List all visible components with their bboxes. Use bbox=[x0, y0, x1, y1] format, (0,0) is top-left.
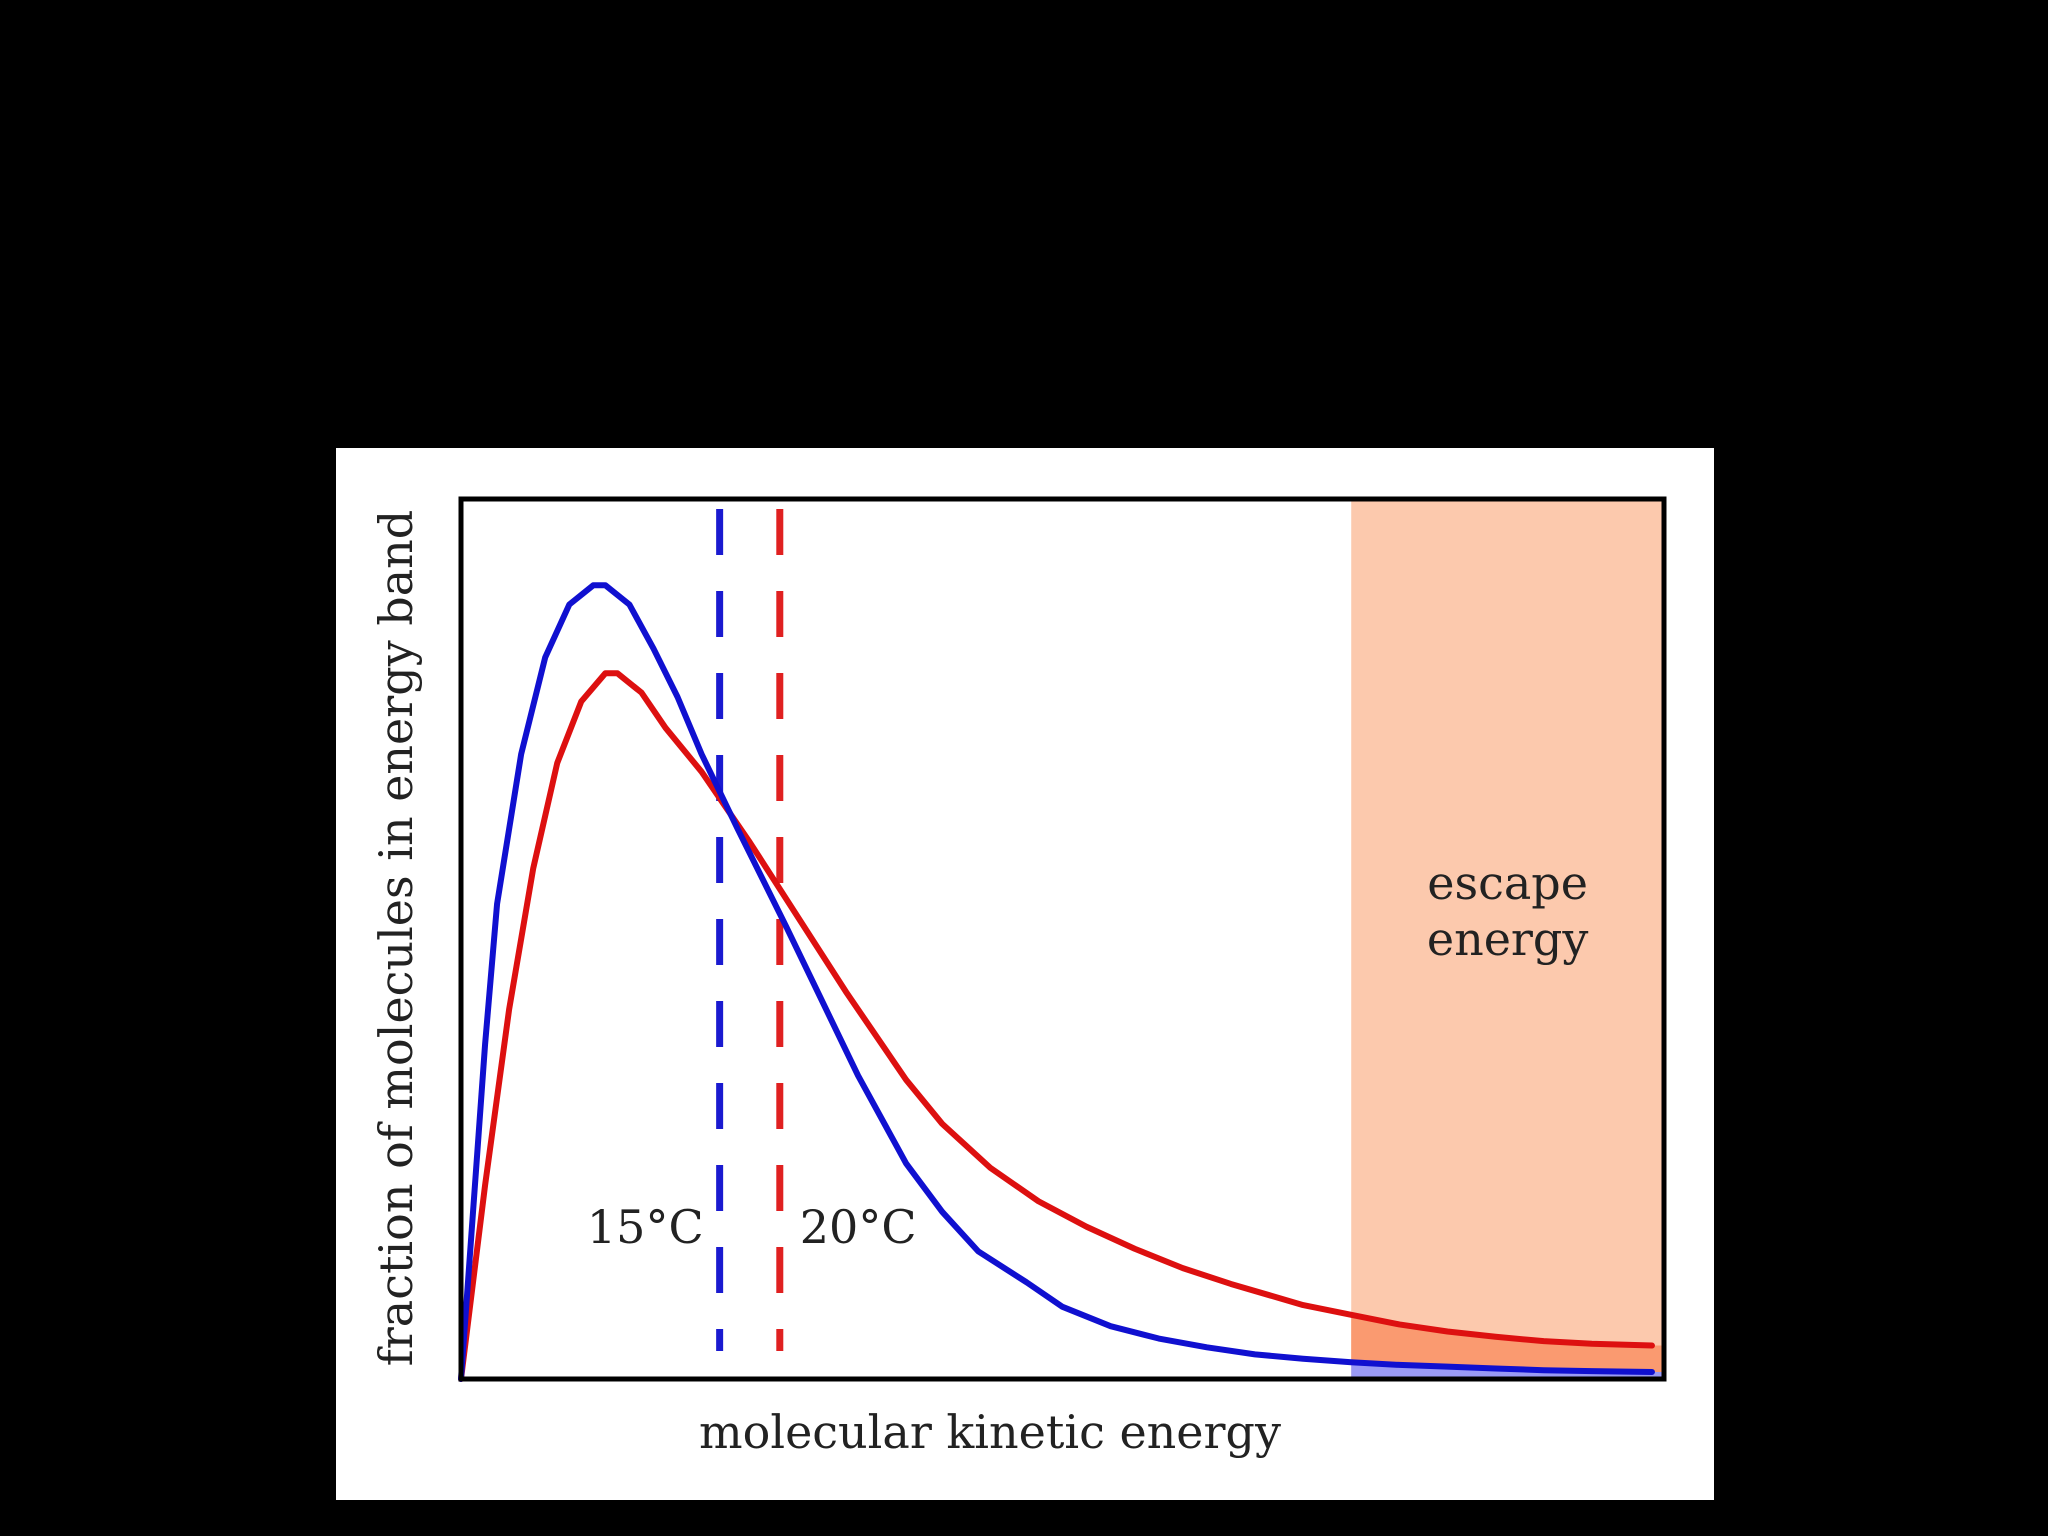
series-line-20c bbox=[458, 670, 1655, 1382]
series-line-15c bbox=[458, 582, 1655, 1382]
escape-energy-region bbox=[1351, 499, 1664, 1379]
y-axis-label: fraction of molecules in energy band bbox=[369, 510, 423, 1367]
reference-label-15c: 15°C bbox=[587, 1200, 704, 1254]
escape-label-line2: energy bbox=[1427, 912, 1589, 966]
escape-label-line1: escape bbox=[1427, 856, 1588, 910]
x-axis-label: molecular kinetic energy bbox=[699, 1405, 1281, 1459]
plot-frame bbox=[458, 496, 1667, 1382]
reference-label-20c: 20°C bbox=[800, 1200, 917, 1254]
